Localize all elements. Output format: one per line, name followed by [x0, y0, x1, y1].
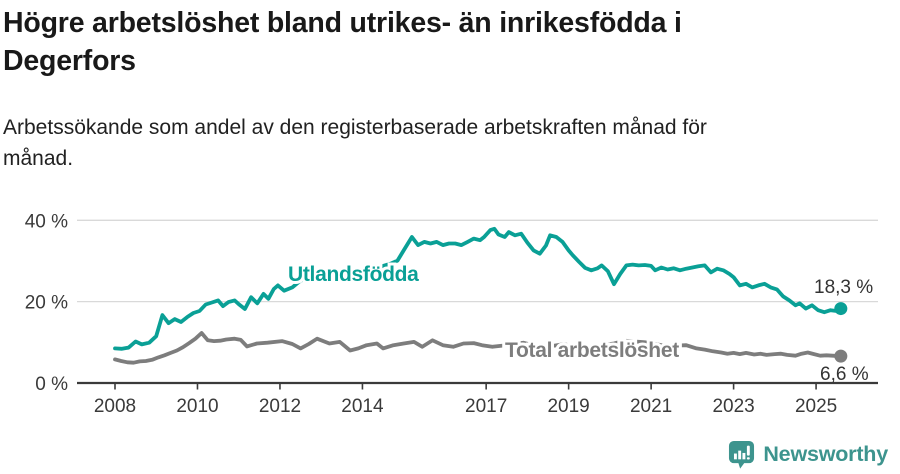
series-end-dot-0 — [834, 302, 848, 316]
chart-subtitle: Arbetssökande som andel av den registerb… — [3, 112, 863, 174]
x-axis-tick-label: 2019 — [547, 396, 589, 417]
x-axis-tick-label: 2008 — [94, 396, 136, 417]
x-axis-tick-label: 2010 — [176, 396, 218, 417]
page-title-line-2: Degerfors — [3, 45, 136, 77]
page-title-line-1: Högre arbetslöshet bland utrikes- än inr… — [3, 7, 682, 39]
y-axis-tick-label: 40 % — [25, 211, 68, 232]
series-line-0 — [113, 226, 843, 351]
series-end-dot-1 — [834, 349, 848, 363]
unemployment-line-chart: 0 % 20 % 40 % 2008 2010 2012 2014 2017 2019 2021 2… — [25, 211, 878, 417]
x-axis-tick-label: 2017 — [465, 396, 507, 417]
x-axis-tick-label: 2025 — [795, 396, 837, 417]
x-axis-tick-label: 2014 — [341, 396, 384, 417]
series-end-value-1: 6,6 % — [820, 364, 869, 385]
page-title: Högre arbetslöshet bland utrikes- än inr… — [3, 4, 863, 80]
x-axis-tick-label: 2012 — [259, 396, 301, 417]
x-axis-tick-label: 2023 — [712, 396, 754, 417]
series-end-value-0: 18,3 % — [814, 277, 873, 298]
series-label-1: Total arbetslöshet — [505, 339, 679, 362]
series-line-1 — [113, 331, 843, 365]
y-axis-tick-label: 0 % — [35, 374, 68, 395]
chart-subtitle-line-2: månad. — [3, 147, 74, 170]
footer: Newsworthy — [0, 438, 888, 470]
brand-name: Newsworthy — [763, 441, 888, 466]
y-axis-tick-label: 20 % — [25, 293, 68, 314]
bar-chart-speech-bubble-icon — [728, 440, 755, 469]
brand-link[interactable]: Newsworthy — [728, 440, 888, 469]
chart-area: 0 % 20 % 40 % 2008 2010 2012 2014 2017 2019 2021 2… — [0, 192, 900, 427]
series-label-0: Utlandsfödda — [288, 263, 419, 286]
chart-subtitle-line-1: Arbetssökande som andel av den registerb… — [3, 116, 707, 139]
x-axis-tick-label: 2021 — [630, 396, 672, 417]
